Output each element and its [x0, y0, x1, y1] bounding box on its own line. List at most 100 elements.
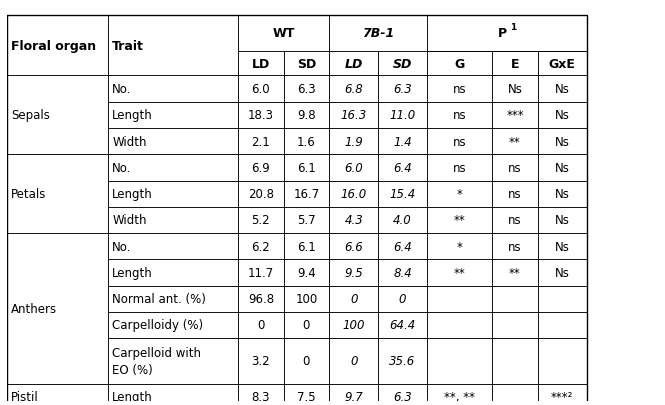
Bar — [492, 233, 538, 260]
Bar — [108, 286, 238, 312]
Text: Length: Length — [112, 266, 153, 279]
Bar — [238, 181, 284, 207]
Text: Ns: Ns — [507, 83, 523, 96]
Bar — [7, 76, 108, 102]
Bar — [538, 207, 587, 233]
Text: ***²: ***² — [551, 390, 573, 403]
Text: 1.4: 1.4 — [393, 135, 412, 148]
Text: 0: 0 — [350, 355, 357, 368]
Text: 20.8: 20.8 — [248, 188, 274, 200]
Text: 6.1: 6.1 — [297, 240, 316, 253]
Bar — [378, 129, 427, 155]
Bar — [284, 129, 329, 155]
Text: 0: 0 — [303, 319, 310, 332]
Text: 6.0: 6.0 — [344, 162, 363, 175]
Text: *: * — [457, 188, 463, 200]
Bar — [7, 384, 108, 405]
Text: 6.2: 6.2 — [251, 240, 270, 253]
Bar — [378, 207, 427, 233]
Text: ns: ns — [453, 109, 466, 122]
Text: 0: 0 — [303, 355, 310, 368]
Text: 6.4: 6.4 — [393, 162, 412, 175]
Bar — [7, 155, 108, 233]
Text: 6.3: 6.3 — [393, 83, 412, 96]
Text: **: ** — [454, 266, 465, 279]
Text: GxE: GxE — [549, 58, 576, 70]
Bar — [238, 207, 284, 233]
Bar — [492, 52, 538, 76]
Text: **: ** — [454, 214, 465, 227]
Bar — [108, 384, 238, 405]
Text: Length: Length — [112, 390, 153, 403]
Text: 9.7: 9.7 — [344, 390, 363, 403]
Bar — [427, 286, 492, 312]
Text: 18.3: 18.3 — [248, 109, 274, 122]
Bar — [7, 233, 108, 384]
Bar — [427, 129, 492, 155]
Text: 6.0: 6.0 — [251, 83, 270, 96]
Text: Ns: Ns — [555, 162, 570, 175]
Bar — [284, 233, 329, 260]
Bar — [427, 384, 492, 405]
Bar — [427, 102, 492, 129]
Text: 0: 0 — [399, 292, 406, 305]
Bar — [7, 129, 108, 155]
Bar — [492, 102, 538, 129]
Text: 11.7: 11.7 — [247, 266, 274, 279]
Text: 7B-1: 7B-1 — [362, 27, 394, 40]
Bar — [427, 16, 587, 52]
Text: Width: Width — [112, 214, 147, 227]
Bar — [492, 155, 538, 181]
Text: Ns: Ns — [555, 240, 570, 253]
Bar — [538, 233, 587, 260]
Text: ns: ns — [453, 135, 466, 148]
Bar — [329, 286, 378, 312]
Bar — [329, 76, 378, 102]
Bar — [238, 260, 284, 286]
Bar — [427, 76, 492, 102]
Bar — [378, 155, 427, 181]
Text: 6.6: 6.6 — [344, 240, 363, 253]
Text: 1.6: 1.6 — [297, 135, 316, 148]
Bar — [538, 384, 587, 405]
Text: No.: No. — [112, 83, 132, 96]
Text: Trait: Trait — [112, 40, 144, 53]
Bar — [238, 312, 284, 338]
Bar — [108, 155, 238, 181]
Text: ns: ns — [508, 188, 522, 200]
Text: 8.4: 8.4 — [393, 266, 412, 279]
Bar — [284, 286, 329, 312]
Text: Sepals: Sepals — [11, 109, 50, 122]
Bar — [427, 207, 492, 233]
Text: LD: LD — [251, 58, 270, 70]
Text: 0: 0 — [350, 292, 357, 305]
Text: 16.3: 16.3 — [340, 109, 367, 122]
Bar — [378, 260, 427, 286]
Bar — [108, 312, 238, 338]
Bar — [108, 76, 238, 102]
Bar — [492, 260, 538, 286]
Text: 11.0: 11.0 — [390, 109, 416, 122]
Text: 9.4: 9.4 — [297, 266, 316, 279]
Bar — [238, 102, 284, 129]
Text: 5.2: 5.2 — [251, 214, 270, 227]
Text: 64.4: 64.4 — [390, 319, 416, 332]
Bar — [7, 338, 108, 384]
Bar — [538, 260, 587, 286]
Text: Floral organ: Floral organ — [11, 40, 96, 53]
Bar — [284, 338, 329, 384]
Text: 4.0: 4.0 — [393, 214, 412, 227]
Bar — [538, 338, 587, 384]
Bar — [329, 129, 378, 155]
Text: Ns: Ns — [555, 266, 570, 279]
Bar — [329, 312, 378, 338]
Text: ns: ns — [508, 240, 522, 253]
Text: 8.3: 8.3 — [251, 390, 270, 403]
Text: G: G — [454, 58, 465, 70]
Bar — [7, 181, 108, 207]
Bar — [378, 181, 427, 207]
Text: Ns: Ns — [555, 188, 570, 200]
Text: 6.3: 6.3 — [297, 83, 316, 96]
Text: Carpelloidy (%): Carpelloidy (%) — [112, 319, 203, 332]
Bar — [427, 260, 492, 286]
